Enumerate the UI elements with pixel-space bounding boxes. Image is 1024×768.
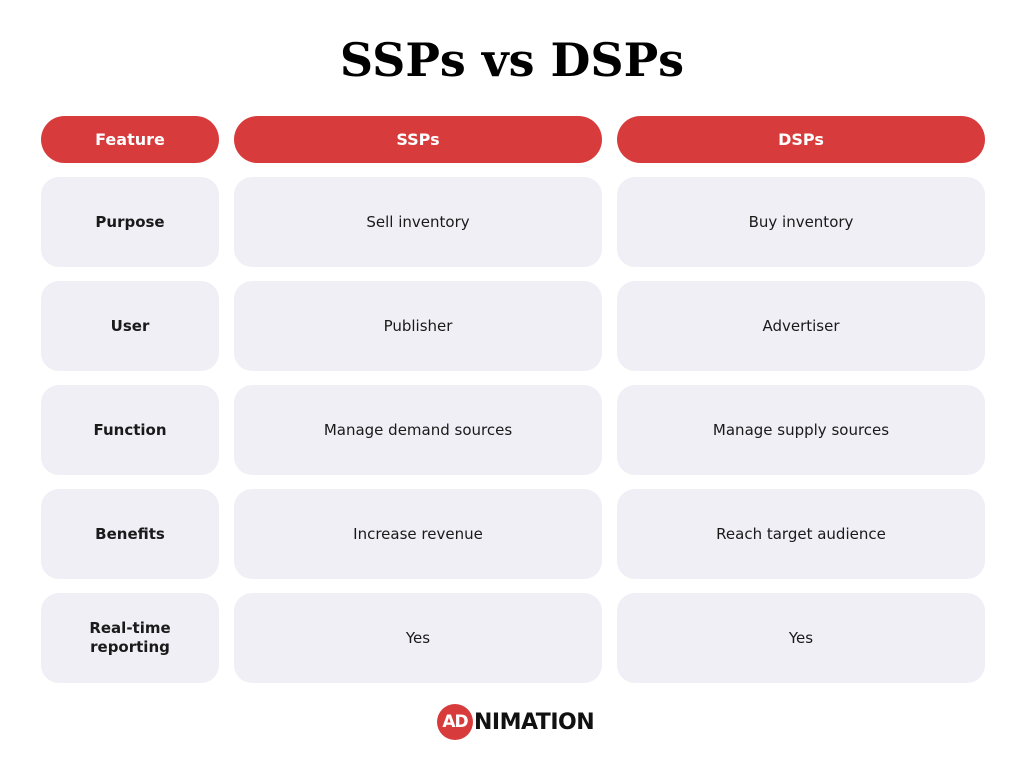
- row-reporting-dsp: Yes: [617, 593, 985, 683]
- header-dsps: DSPs: [617, 116, 985, 163]
- row-benefits-feature: Benefits: [41, 489, 219, 579]
- row-purpose-dsp: Buy inventory: [617, 177, 985, 267]
- row-purpose-feature: Purpose: [41, 177, 219, 267]
- brand-logo: AD NIMATION: [437, 704, 595, 740]
- row-user-feature: User: [41, 281, 219, 371]
- row-function-dsp: Manage supply sources: [617, 385, 985, 475]
- header-ssps: SSPs: [234, 116, 602, 163]
- row-user-ssp: Publisher: [234, 281, 602, 371]
- row-benefits-ssp: Increase revenue: [234, 489, 602, 579]
- row-function-feature: Function: [41, 385, 219, 475]
- page-title: SSPs vs DSPs: [339, 33, 685, 87]
- row-function-ssp: Manage demand sources: [234, 385, 602, 475]
- logo-wordmark: NIMATION: [474, 709, 595, 735]
- header-feature: Feature: [41, 116, 219, 163]
- row-reporting-ssp: Yes: [234, 593, 602, 683]
- row-benefits-dsp: Reach target audience: [617, 489, 985, 579]
- logo-mark: AD: [437, 704, 473, 740]
- row-purpose-ssp: Sell inventory: [234, 177, 602, 267]
- comparison-table: Feature SSPs DSPs Purpose Sell inventory…: [41, 116, 985, 683]
- row-user-dsp: Advertiser: [617, 281, 985, 371]
- row-reporting-feature: Real-time reporting: [41, 593, 219, 683]
